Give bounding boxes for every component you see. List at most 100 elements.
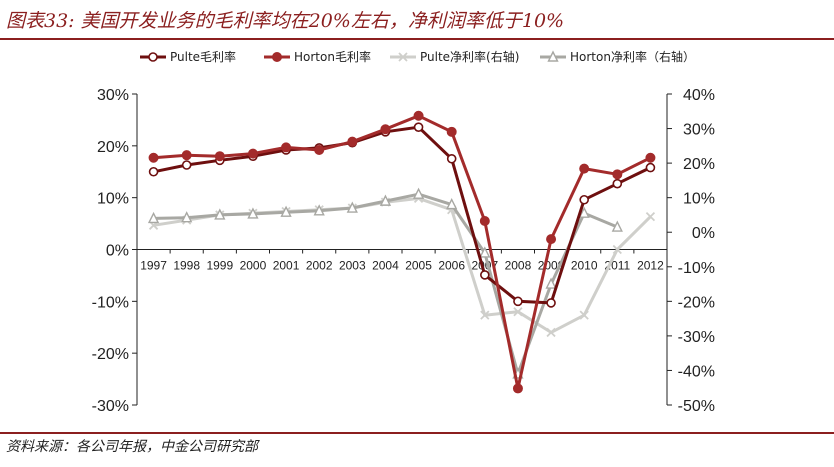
data-point bbox=[612, 178, 623, 189]
data-point bbox=[579, 194, 589, 205]
right-tick-label: 0% bbox=[692, 225, 715, 242]
left-tick-label: 20% bbox=[97, 139, 129, 156]
data-point bbox=[546, 327, 556, 338]
x-tick-label: 2012 bbox=[637, 259, 664, 273]
data-point bbox=[480, 270, 490, 280]
right-tick-label: -30% bbox=[678, 329, 715, 346]
data-point bbox=[380, 124, 391, 135]
legend-label: Horton毛利率 bbox=[294, 49, 371, 64]
right-tick-label: 20% bbox=[683, 156, 715, 173]
data-point bbox=[181, 160, 192, 170]
data-point bbox=[579, 310, 589, 320]
x-tick-label: 2006 bbox=[438, 259, 465, 273]
data-point bbox=[379, 194, 392, 206]
data-point bbox=[645, 162, 656, 173]
data-point bbox=[479, 246, 491, 258]
x-tick-label: 2005 bbox=[405, 259, 432, 273]
legend-item: Horton毛利率 bbox=[264, 49, 371, 64]
legend-swatch-marker bbox=[272, 52, 282, 62]
data-point bbox=[578, 206, 590, 218]
right-tick-label: 40% bbox=[683, 87, 715, 104]
data-point bbox=[214, 151, 225, 162]
right-tick-label: -50% bbox=[678, 398, 715, 415]
left-tick-label: 10% bbox=[97, 191, 129, 208]
right-tick-label: 30% bbox=[683, 122, 715, 139]
legend-item: Pulte净利率(右轴) bbox=[390, 49, 519, 64]
legend-swatch-marker bbox=[148, 52, 158, 62]
data-point bbox=[280, 205, 292, 217]
data-point bbox=[513, 296, 523, 307]
left-tick-label: -20% bbox=[92, 346, 129, 363]
data-point bbox=[546, 234, 557, 245]
data-point bbox=[214, 208, 226, 220]
legend: Pulte毛利率 Horton毛利率 Pulte净利率(右轴) Horton净利率（右… bbox=[140, 49, 695, 64]
x-tick-label: 2001 bbox=[273, 259, 300, 273]
data-point bbox=[446, 153, 457, 164]
right-tick-label: -20% bbox=[678, 294, 715, 311]
left-tick-label: -10% bbox=[92, 294, 129, 311]
x-tick-label: 2008 bbox=[505, 259, 532, 273]
legend-swatch-marker bbox=[398, 52, 408, 62]
x-tick-label: 1997 bbox=[140, 259, 167, 273]
data-point bbox=[512, 383, 523, 394]
legend-item: Horton净利率（右轴） bbox=[540, 49, 695, 64]
data-point bbox=[513, 307, 523, 317]
x-tick-label: 2003 bbox=[339, 259, 366, 273]
data-point bbox=[579, 163, 590, 174]
series-1 bbox=[148, 110, 656, 394]
data-point bbox=[480, 310, 490, 320]
series-line bbox=[153, 114, 652, 390]
data-point bbox=[412, 187, 425, 199]
figure-title: 图表33: 美国开发业务的毛利率均在20%左右，净利润率低于10% bbox=[6, 10, 565, 32]
left-tick-label: 0% bbox=[106, 243, 129, 260]
data-point bbox=[181, 211, 193, 223]
title-rule bbox=[0, 38, 834, 40]
data-point bbox=[313, 204, 325, 216]
series-line bbox=[153, 192, 618, 376]
data-point bbox=[148, 166, 159, 177]
data-point bbox=[446, 198, 458, 210]
data-point bbox=[347, 136, 358, 147]
series-3 bbox=[147, 187, 623, 379]
series-line bbox=[153, 125, 652, 305]
data-point bbox=[645, 212, 656, 222]
left-tick-label: 30% bbox=[97, 87, 129, 104]
data-point bbox=[346, 201, 358, 213]
x-tick-label: 2004 bbox=[372, 259, 399, 273]
x-tick-label: 2010 bbox=[571, 259, 598, 273]
legend-label: Horton净利率（右轴） bbox=[570, 49, 695, 64]
data-point bbox=[247, 207, 259, 219]
legend-label: Pulte净利率(右轴) bbox=[420, 49, 519, 64]
legend-item: Pulte毛利率 bbox=[140, 49, 236, 64]
data-point bbox=[645, 152, 656, 163]
legend-swatch-marker bbox=[547, 50, 559, 62]
x-tick-label: 2002 bbox=[306, 259, 333, 273]
x-tick-label: 1999 bbox=[206, 259, 233, 273]
right-tick-label: -10% bbox=[678, 260, 715, 277]
data-point bbox=[612, 169, 623, 180]
x-tick-label: 1998 bbox=[173, 259, 200, 273]
data-point bbox=[546, 298, 556, 308]
series-layer bbox=[147, 110, 656, 394]
data-point bbox=[147, 211, 160, 224]
data-point bbox=[314, 144, 325, 155]
data-point bbox=[247, 148, 258, 159]
data-point bbox=[446, 126, 457, 137]
data-point bbox=[148, 152, 159, 163]
right-tick-label: 10% bbox=[683, 191, 715, 208]
source-rule bbox=[0, 432, 834, 434]
source-note: 资料来源：各公司年报，中金公司研究部 bbox=[6, 439, 258, 455]
data-point bbox=[479, 215, 490, 226]
data-point bbox=[413, 122, 424, 132]
data-point bbox=[611, 220, 623, 232]
data-point bbox=[281, 142, 292, 153]
x-tick-label: 2000 bbox=[240, 259, 267, 273]
legend-label: Pulte毛利率 bbox=[170, 49, 236, 64]
data-point bbox=[181, 150, 192, 161]
data-point bbox=[413, 110, 424, 121]
left-tick-label: -30% bbox=[92, 398, 129, 415]
data-point bbox=[612, 244, 622, 255]
axes: 30% 20% 10% 0% -10% -20% -30% 40% 30% 20% 10% 0% -10… bbox=[92, 87, 715, 415]
data-point bbox=[545, 277, 557, 289]
